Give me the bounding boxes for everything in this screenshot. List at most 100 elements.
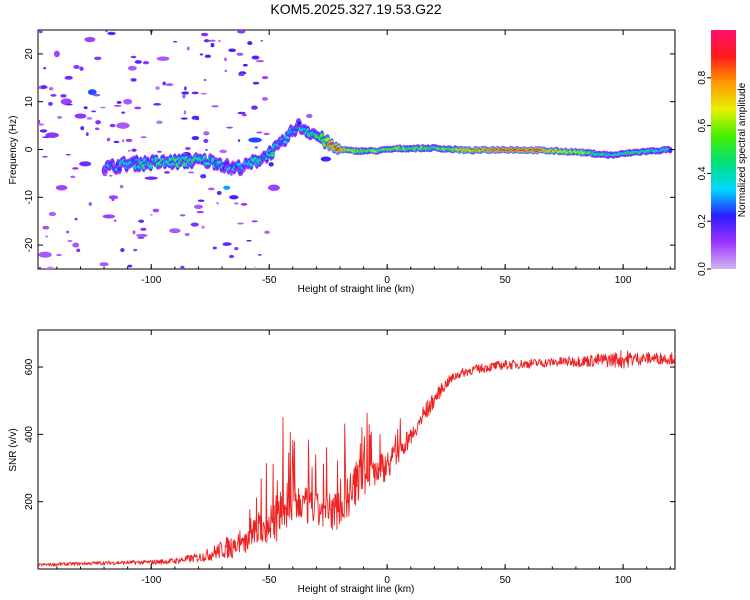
spectrogram-speckle bbox=[237, 222, 244, 225]
spectrogram-speckle bbox=[223, 242, 232, 246]
spectrogram-speckle bbox=[180, 265, 185, 269]
spectrogram-blob bbox=[64, 75, 73, 80]
spectrogram-speckle bbox=[196, 210, 205, 214]
snr-x-tick-label: 0 bbox=[384, 575, 390, 586]
spectrogram-speckle bbox=[57, 115, 62, 119]
spectrogram-speckle bbox=[229, 254, 235, 259]
spectrogram-speckle bbox=[131, 148, 137, 152]
colorbar-tick-label: 0.2 bbox=[697, 214, 708, 228]
spectrogram-speckle bbox=[216, 190, 222, 196]
spectrogram-speckle bbox=[127, 264, 133, 268]
spectrogram-blob bbox=[144, 176, 158, 180]
snr-x-tick-label: -100 bbox=[141, 575, 161, 586]
spectrogram-speckle bbox=[228, 48, 237, 52]
spectrogram-speckle bbox=[252, 81, 260, 85]
spectrogram-speckle bbox=[203, 39, 210, 43]
spectrogram-speckle bbox=[251, 220, 258, 223]
spectrogram-speckle bbox=[38, 266, 42, 269]
spectrogram-blob bbox=[193, 204, 203, 210]
spectrogram-speckle bbox=[72, 167, 79, 170]
spectrogram-speckle bbox=[200, 92, 207, 95]
spectrogram-blob bbox=[102, 214, 116, 219]
spectrogram-blob bbox=[223, 185, 231, 190]
spectrogram-speckle bbox=[246, 239, 252, 242]
spectrogram-y-tick-label: 20 bbox=[24, 48, 35, 60]
spectrogram-speckle bbox=[203, 138, 209, 143]
spectrogram-speckle bbox=[264, 230, 270, 235]
snr-y-tick-label: 600 bbox=[24, 358, 35, 375]
spectrogram-speckle bbox=[254, 146, 258, 149]
snr-xlabel: Height of straight line (km) bbox=[298, 584, 415, 595]
spectrogram-speckle bbox=[41, 136, 50, 138]
spectrogram-speckle bbox=[155, 86, 160, 90]
spectrogram-speckle bbox=[93, 56, 102, 61]
snr-frame bbox=[37, 329, 676, 570]
spectrogram-speckle bbox=[260, 39, 264, 42]
spectrogram-speckle bbox=[268, 162, 274, 167]
spectrogram-speckle bbox=[162, 81, 166, 86]
spectrogram-speckle bbox=[153, 102, 162, 106]
spectrogram-speckle bbox=[253, 267, 257, 269]
spectrogram-ylabel: Frequency (Hz) bbox=[8, 116, 19, 185]
spectrogram-speckle bbox=[64, 103, 73, 106]
spectrogram-speckle bbox=[116, 100, 122, 104]
spectrogram-speckle bbox=[67, 240, 73, 242]
spectrogram-speckle bbox=[86, 116, 93, 120]
snr-y-tick-label: 200 bbox=[24, 493, 35, 510]
snr-x-tick-label: -50 bbox=[262, 575, 277, 586]
snr-series-line bbox=[38, 350, 675, 567]
spectrogram-blob bbox=[169, 228, 181, 234]
spectrogram-speckle bbox=[240, 202, 248, 206]
spectrogram-speckle bbox=[203, 131, 210, 136]
spectrogram-speckle bbox=[100, 106, 106, 109]
spectrogram-speckle bbox=[119, 184, 124, 189]
spectrogram-speckle bbox=[195, 115, 200, 121]
spectrogram-x-tick-label: -100 bbox=[141, 275, 161, 286]
spectrogram-blob bbox=[116, 122, 130, 129]
spectrogram-speckle bbox=[197, 199, 205, 203]
spectrogram-blob bbox=[87, 89, 97, 96]
spectrogram-speckle bbox=[92, 93, 101, 97]
snr-x-tick-label: 50 bbox=[500, 575, 512, 586]
spectrogram-speckle bbox=[130, 78, 137, 82]
spectrogram-speckle bbox=[180, 117, 188, 120]
spectrogram-speckle bbox=[165, 83, 174, 87]
spectrogram-speckle bbox=[201, 225, 205, 229]
spectrogram-speckle bbox=[150, 213, 153, 216]
spectrogram-speckle bbox=[216, 202, 219, 205]
spectrogram-speckle bbox=[79, 66, 84, 71]
spectrogram-speckle bbox=[74, 217, 78, 221]
spectrogram-speckle bbox=[56, 254, 62, 256]
spectrogram-speckle bbox=[70, 175, 76, 179]
spectrogram-speckle bbox=[236, 52, 244, 56]
colorbar-label: Normalized spectral amplitude bbox=[737, 82, 748, 217]
spectrogram-x-ticks: -100 -50 0 50 100 bbox=[56, 30, 671, 286]
spectrogram-speckle bbox=[210, 43, 215, 48]
spectrogram-speckle bbox=[83, 106, 88, 110]
spectrogram-speckle bbox=[200, 174, 207, 179]
colorbar-tick-label: 0.8 bbox=[697, 70, 708, 84]
spectrogram-speckle bbox=[38, 30, 43, 34]
spectrogram-speckle bbox=[65, 153, 72, 156]
spectrogram-speckle bbox=[251, 105, 258, 110]
spectrogram-speckle bbox=[261, 97, 268, 101]
spectrogram-speckle bbox=[133, 248, 138, 252]
spectrogram-speckle bbox=[241, 113, 247, 117]
spectrogram-trace-cell bbox=[236, 162, 241, 167]
colorbar-ticks: 0.0 0.2 0.4 0.6 0.8 bbox=[697, 70, 711, 276]
spectrogram-blob bbox=[74, 113, 87, 119]
spectrogram-blob bbox=[45, 132, 59, 138]
spectrogram-trace-cell bbox=[325, 137, 330, 142]
spectrogram-blob bbox=[60, 98, 72, 105]
spectrogram-blob bbox=[127, 65, 137, 71]
spectrogram-speckle bbox=[38, 119, 41, 124]
spectrogram-blob bbox=[84, 36, 96, 43]
spectrogram-speckle bbox=[199, 53, 204, 56]
spectrogram-speckle bbox=[88, 202, 92, 206]
spectrogram-speckle bbox=[91, 110, 97, 113]
spectrogram-speckle bbox=[50, 93, 57, 97]
spectrogram-speckle bbox=[109, 123, 116, 128]
spectrogram-speckle bbox=[255, 59, 265, 63]
